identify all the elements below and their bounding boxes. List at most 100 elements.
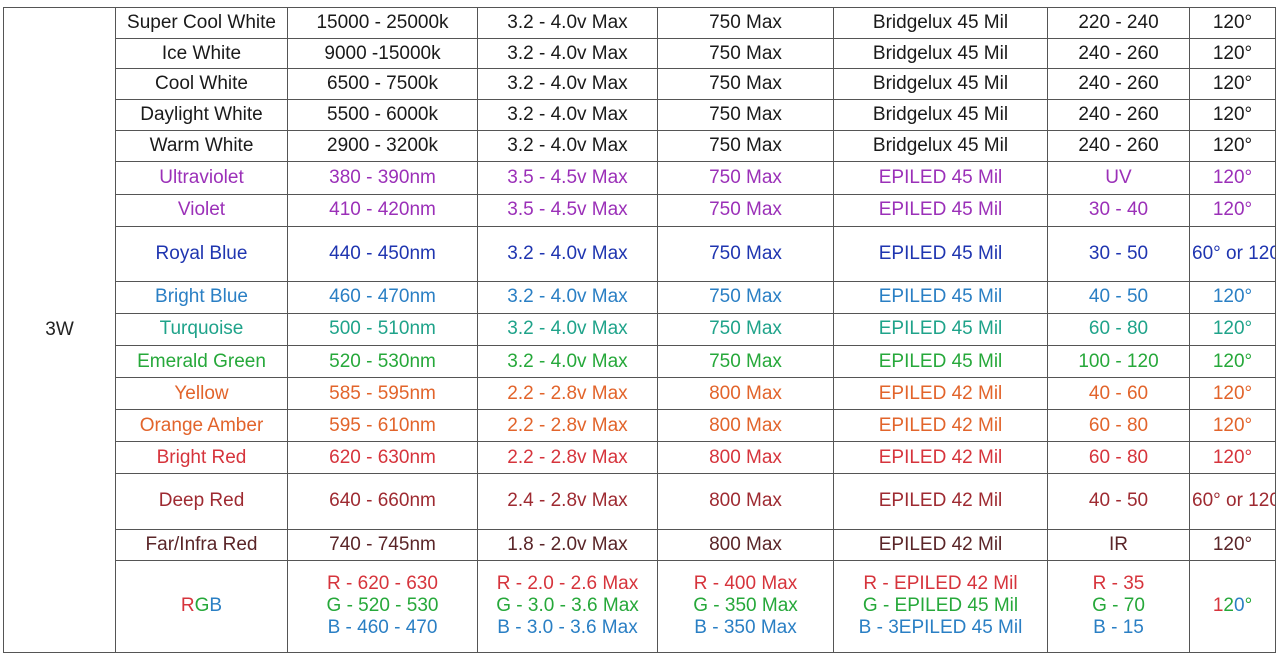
spectrum-cell: 380 - 390nm xyxy=(287,161,478,195)
current-cell: 800 Max xyxy=(657,473,834,530)
beam-angle-cell: 60° or 120° xyxy=(1189,473,1276,530)
lumens-cell: 40 - 50 xyxy=(1047,473,1190,530)
current-cell: 750 Max xyxy=(657,38,834,70)
lumens-cell: 60 - 80 xyxy=(1047,409,1190,443)
color-name-cell: Emerald Green xyxy=(115,344,288,379)
chip-cell: EPILED 45 Mil xyxy=(833,161,1048,195)
rgb-line: R - 400 Max xyxy=(693,573,798,595)
rgb-line: B - 350 Max xyxy=(694,617,797,639)
beam-angle-cell: 120° xyxy=(1189,38,1276,70)
voltage-cell: 3.2 - 4.0v Max xyxy=(477,6,658,40)
rgb-line: B - 15 xyxy=(1093,617,1144,639)
table-row: Ultraviolet 380 - 390nm 3.5 - 4.5v Max 750 … xyxy=(4,161,1276,195)
table-row: Violet 410 - 420nm 3.5 - 4.5v Max 750 Max EP… xyxy=(4,193,1276,227)
voltage-cell: 3.5 - 4.5v Max xyxy=(477,161,658,195)
current-cell: 750 Max xyxy=(657,225,834,282)
voltage-cell: 1.8 - 2.0v Max xyxy=(477,528,658,561)
current-cell: 750 Max xyxy=(657,193,834,227)
spectrum-cell: 620 - 630nm xyxy=(287,441,478,475)
rgb-letter: R xyxy=(180,595,195,617)
lumens-cell: 30 - 40 xyxy=(1047,193,1190,227)
wattage-label: 3W xyxy=(3,7,116,653)
beam-angle-cell: 120° xyxy=(1189,377,1276,411)
current-cell: 750 Max xyxy=(657,280,834,314)
spectrum-cell: 6500 - 7500k xyxy=(287,68,478,101)
color-name-cell: Far/Infra Red xyxy=(115,528,288,561)
lumens-cell: 60 - 80 xyxy=(1047,312,1190,346)
color-name-cell: Daylight White xyxy=(115,99,288,132)
chip-cell: EPILED 42 Mil xyxy=(833,473,1048,530)
color-name-cell: Ice White xyxy=(115,38,288,70)
color-name-cell: Super Cool White xyxy=(115,6,288,40)
beam-angle-cell: 120° xyxy=(1189,559,1276,654)
current-cell: 750 Max xyxy=(657,130,834,163)
voltage-cell: 2.2 - 2.8v Max xyxy=(477,409,658,443)
chip-cell: Bridgelux 45 Mil xyxy=(833,99,1048,132)
voltage-cell: 2.2 - 2.8v Max xyxy=(477,377,658,411)
rgb-line: G - 520 - 530 xyxy=(326,595,439,617)
lumens-cell: R - 35 G - 70 B - 15 xyxy=(1047,559,1190,654)
spectrum-cell: 410 - 420nm xyxy=(287,193,478,227)
spectrum-cell: 440 - 450nm xyxy=(287,225,478,282)
beam-angle-cell: 120° xyxy=(1189,193,1276,227)
rgb-letter: B xyxy=(209,595,223,617)
voltage-cell: 2.2 - 2.8v Max xyxy=(477,441,658,475)
current-cell: 750 Max xyxy=(657,6,834,40)
lumens-cell: 240 - 260 xyxy=(1047,38,1190,70)
current-cell: R - 400 Max G - 350 Max B - 350 Max xyxy=(657,559,834,654)
voltage-cell: 2.4 - 2.8v Max xyxy=(477,473,658,530)
table-row: Far/Infra Red 740 - 745nm 1.8 - 2.0v Max 80… xyxy=(4,528,1276,561)
chip-cell: R - EPILED 42 Mil G - EPILED 45 Mil B - 3E… xyxy=(833,559,1048,654)
spectrum-cell: 5500 - 6000k xyxy=(287,99,478,132)
beam-angle-cell: 120° xyxy=(1189,99,1276,132)
chip-cell: EPILED 42 Mil xyxy=(833,377,1048,411)
spectrum-cell: R - 620 - 630 G - 520 - 530 B - 460 - 470 xyxy=(287,559,478,654)
current-cell: 800 Max xyxy=(657,528,834,561)
rgb-line: B - 3.0 - 3.6 Max xyxy=(497,617,638,639)
beam-angle-cell: 120° xyxy=(1189,161,1276,195)
rgb-angle-char: ° xyxy=(1244,595,1253,617)
spectrum-cell: 9000 -15000k xyxy=(287,38,478,70)
chip-cell: Bridgelux 45 Mil xyxy=(833,6,1048,40)
spectrum-cell: 640 - 660nm xyxy=(287,473,478,530)
table-row: Bright Red 620 - 630nm 2.2 - 2.8v Max 800 M… xyxy=(4,441,1276,475)
color-name-cell: Turquoise xyxy=(115,312,288,346)
rgb-angle-char: 1 xyxy=(1212,595,1224,617)
table-row: Yellow 585 - 595nm 2.2 - 2.8v Max 800 Max EP… xyxy=(4,377,1276,411)
lumens-cell: 30 - 50 xyxy=(1047,225,1190,282)
voltage-cell: 3.2 - 4.0v Max xyxy=(477,38,658,70)
color-name-cell: RGB xyxy=(115,559,288,654)
led-spec-table: 3W Super Cool White 15000 - 25000k 3.2 - 4.… xyxy=(3,6,1276,654)
chip-cell: Bridgelux 45 Mil xyxy=(833,130,1048,163)
color-name-cell: Cool White xyxy=(115,68,288,101)
lumens-cell: 60 - 80 xyxy=(1047,441,1190,475)
spectrum-cell: 500 - 510nm xyxy=(287,312,478,346)
table-row: Bright Blue 460 - 470nm 3.2 - 4.0v Max 750 … xyxy=(4,280,1276,314)
lumens-cell: 240 - 260 xyxy=(1047,68,1190,101)
table-row: Warm White 2900 - 3200k 3.2 - 4.0v Max 750 … xyxy=(4,130,1276,163)
spectrum-cell: 585 - 595nm xyxy=(287,377,478,411)
voltage-cell: R - 2.0 - 2.6 Max G - 3.0 - 3.6 Max B - 3.… xyxy=(477,559,658,654)
spectrum-cell: 595 - 610nm xyxy=(287,409,478,443)
beam-angle-cell: 120° xyxy=(1189,528,1276,561)
rgb-line: R - EPILED 42 Mil xyxy=(863,573,1018,595)
color-name-cell: Deep Red xyxy=(115,473,288,530)
lumens-cell: 240 - 260 xyxy=(1047,99,1190,132)
rgb-angle-char: 0 xyxy=(1233,595,1245,617)
beam-angle-cell: 120° xyxy=(1189,409,1276,443)
current-cell: 750 Max xyxy=(657,312,834,346)
color-name-cell: Ultraviolet xyxy=(115,161,288,195)
voltage-cell: 3.5 - 4.5v Max xyxy=(477,193,658,227)
color-name-cell: Bright Blue xyxy=(115,280,288,314)
spectrum-cell: 15000 - 25000k xyxy=(287,6,478,40)
spectrum-cell: 740 - 745nm xyxy=(287,528,478,561)
current-cell: 800 Max xyxy=(657,377,834,411)
chip-cell: EPILED 45 Mil xyxy=(833,193,1048,227)
chip-cell: EPILED 45 Mil xyxy=(833,344,1048,379)
current-cell: 750 Max xyxy=(657,99,834,132)
beam-angle-cell: 120° xyxy=(1189,312,1276,346)
rgb-line: B - 3EPILED 45 Mil xyxy=(858,617,1023,639)
rgb-line: G - 350 Max xyxy=(693,595,798,617)
current-cell: 800 Max xyxy=(657,441,834,475)
color-name-cell: Orange Amber xyxy=(115,409,288,443)
